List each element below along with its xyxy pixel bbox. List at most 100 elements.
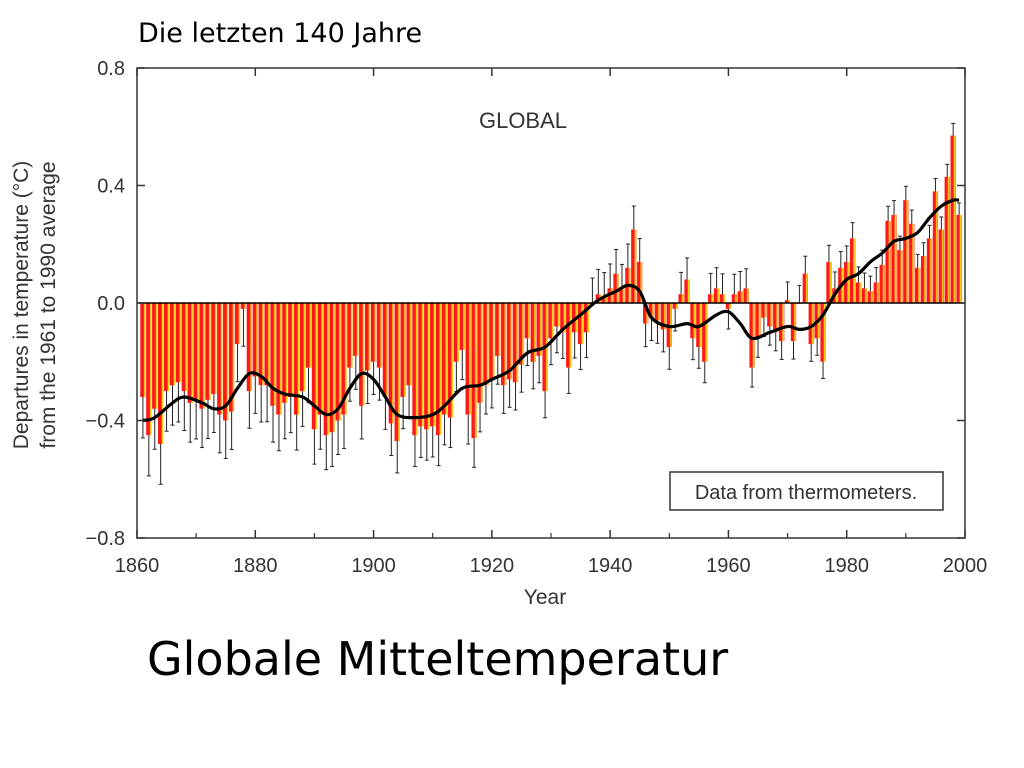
bar-1988 bbox=[891, 214, 897, 303]
y-axis-ticks: 0.8 0.4 0.0 −0.4 −0.8 bbox=[86, 58, 965, 550]
bar-1945 bbox=[637, 261, 643, 303]
bar-1949 bbox=[660, 303, 667, 330]
bar-1952 bbox=[678, 294, 684, 303]
bar-1931 bbox=[554, 303, 560, 327]
bar-1927 bbox=[530, 303, 536, 362]
bar-1985 bbox=[873, 282, 879, 303]
bar-1996 bbox=[938, 229, 944, 303]
bar-1920 bbox=[489, 303, 495, 380]
bar-1880 bbox=[252, 303, 258, 377]
bar-1994 bbox=[926, 238, 933, 303]
bar-1866 bbox=[169, 303, 176, 386]
bar-1900 bbox=[370, 303, 377, 362]
bar-1916 bbox=[465, 303, 471, 415]
bar-1947 bbox=[648, 303, 655, 318]
temperature-chart: Departures in temperature (°C) from the … bbox=[10, 58, 987, 609]
bar-1957 bbox=[708, 294, 714, 303]
bar-1907 bbox=[412, 303, 418, 436]
bar-1958 bbox=[713, 288, 720, 303]
x-tick-label: 1900 bbox=[351, 555, 396, 577]
bar-1993 bbox=[920, 256, 927, 303]
bar-1992 bbox=[915, 267, 921, 303]
bar-1899 bbox=[365, 303, 371, 371]
bar-1930 bbox=[548, 303, 554, 339]
bar-1902 bbox=[382, 303, 389, 397]
bar-1901 bbox=[376, 303, 383, 368]
y-axis-title: Departures in temperature (°C) from the … bbox=[10, 161, 60, 450]
bar-1887 bbox=[294, 303, 300, 415]
bar-1903 bbox=[388, 303, 394, 424]
bar-1963 bbox=[743, 288, 749, 303]
bar-1980 bbox=[844, 261, 850, 303]
bottom-caption: Globale Mitteltemperatur bbox=[147, 632, 729, 686]
bar-1874 bbox=[217, 303, 223, 415]
bar-1951 bbox=[672, 303, 678, 309]
bar-1998 bbox=[950, 135, 956, 303]
bar-1909 bbox=[424, 303, 430, 430]
annotation-box: Data from thermometers. bbox=[669, 471, 944, 511]
bar-1954 bbox=[690, 303, 696, 339]
bar-1898 bbox=[359, 303, 365, 406]
bar-1964 bbox=[749, 303, 755, 368]
bar-1956 bbox=[702, 303, 708, 362]
bar-1915 bbox=[459, 303, 465, 350]
bar-1871 bbox=[199, 303, 205, 409]
bar-1923 bbox=[506, 303, 513, 380]
bar-1863 bbox=[152, 303, 158, 409]
bar-1913 bbox=[447, 303, 454, 418]
bar-1999 bbox=[956, 214, 962, 303]
smoothed-curve bbox=[142, 198, 960, 423]
bar-1865 bbox=[163, 303, 170, 392]
bar-1961 bbox=[731, 294, 737, 303]
bar-1932 bbox=[560, 303, 566, 333]
bar-1867 bbox=[175, 303, 182, 383]
bar-1976 bbox=[820, 303, 826, 362]
bar-1919 bbox=[483, 303, 489, 386]
bar-1906 bbox=[406, 303, 412, 386]
bar-1895 bbox=[341, 303, 347, 415]
y-tick-label: −0.8 bbox=[86, 528, 125, 550]
bar-1889 bbox=[305, 303, 312, 368]
bar-1982 bbox=[855, 282, 862, 303]
error-bars bbox=[140, 122, 962, 485]
bar-1969 bbox=[779, 303, 785, 342]
bar-1936 bbox=[583, 303, 590, 333]
bar-1885 bbox=[282, 303, 288, 403]
bar-1933 bbox=[566, 303, 572, 368]
bar-1884 bbox=[276, 303, 282, 415]
bar-1948 bbox=[654, 303, 661, 321]
bar-1875 bbox=[223, 303, 229, 421]
bar-1968 bbox=[773, 303, 779, 333]
bar-1962 bbox=[737, 291, 743, 303]
bar-1953 bbox=[684, 279, 690, 303]
bar-1893 bbox=[329, 303, 335, 433]
bar-1876 bbox=[228, 303, 235, 412]
bar-1986 bbox=[879, 264, 885, 303]
bar-1970 bbox=[784, 300, 791, 303]
bar-1912 bbox=[441, 303, 448, 415]
bar-1914 bbox=[453, 303, 460, 362]
bar-1905 bbox=[400, 303, 406, 397]
bar-1878 bbox=[240, 303, 247, 309]
bar-1995 bbox=[932, 191, 939, 303]
bar-1973 bbox=[802, 273, 808, 303]
bar-1984 bbox=[867, 291, 874, 303]
top-caption: Die letzten 140 Jahre bbox=[138, 18, 423, 49]
annotation-text: Data from thermometers. bbox=[695, 482, 917, 504]
bar-1935 bbox=[577, 303, 584, 345]
x-tick-label: 1960 bbox=[706, 555, 751, 577]
bar-1959 bbox=[719, 294, 726, 303]
bar-1897 bbox=[353, 303, 359, 356]
bar-1960 bbox=[725, 303, 732, 309]
y-tick-label: 0.4 bbox=[97, 176, 125, 198]
bar-1989 bbox=[897, 250, 903, 303]
bar-1971 bbox=[790, 303, 797, 342]
bar-1888 bbox=[299, 303, 306, 392]
bar-1890 bbox=[311, 303, 318, 430]
bar-1926 bbox=[524, 303, 530, 339]
bar-1967 bbox=[767, 303, 773, 327]
bar-1862 bbox=[146, 303, 152, 436]
x-tick-label: 1980 bbox=[824, 555, 869, 577]
bar-1965 bbox=[755, 303, 761, 339]
bar-1974 bbox=[808, 303, 814, 345]
